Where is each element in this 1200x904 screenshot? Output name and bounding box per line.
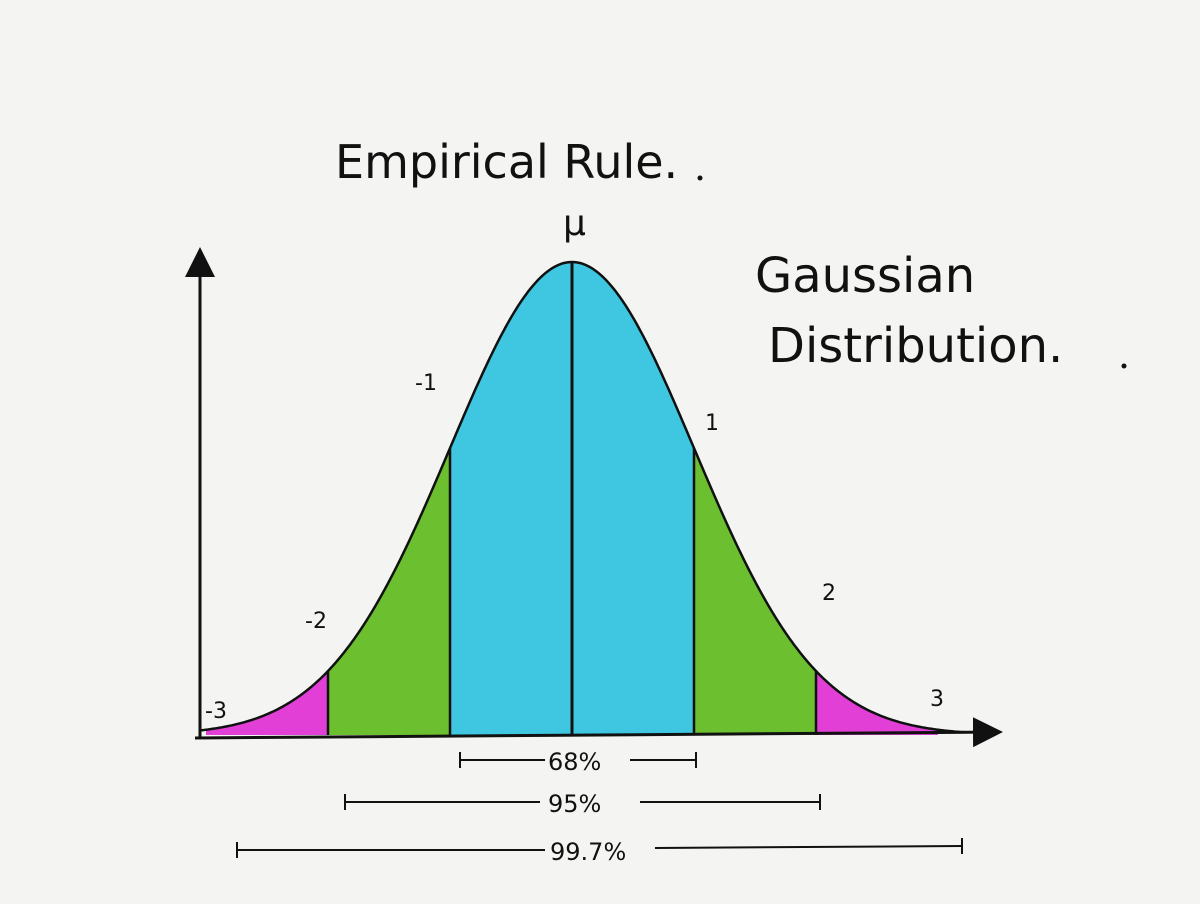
range-997-label: 99.7% xyxy=(550,838,626,866)
sigma-label-minus-2: -2 xyxy=(305,609,327,634)
side-label-line2: Distribution. xyxy=(768,318,1063,374)
range-68-label: 68% xyxy=(548,748,601,776)
range-95: 95% xyxy=(344,790,821,818)
side-label-line1: Gaussian xyxy=(755,248,975,304)
x-axis xyxy=(194,717,1003,748)
sigma-label-plus-3: 3 xyxy=(930,687,944,712)
sigma-label-plus-2: 2 xyxy=(822,581,836,606)
sigma-label-plus-1: 1 xyxy=(705,411,719,436)
side-label-dot xyxy=(1121,363,1127,369)
region-minus3-minus2 xyxy=(206,671,328,735)
range-68: 68% xyxy=(459,748,697,776)
page-title: Empirical Rule. xyxy=(335,135,678,189)
sigma-label-minus-3: -3 xyxy=(205,699,227,724)
sigma-label-minus-1: -1 xyxy=(415,371,437,396)
range-95-label: 95% xyxy=(548,790,601,818)
range-997: 99.7% xyxy=(236,838,963,866)
region-plus2-plus3 xyxy=(816,671,938,735)
sd-lines xyxy=(326,262,818,735)
mu-label: μ xyxy=(563,203,586,244)
title-dot xyxy=(697,175,703,181)
